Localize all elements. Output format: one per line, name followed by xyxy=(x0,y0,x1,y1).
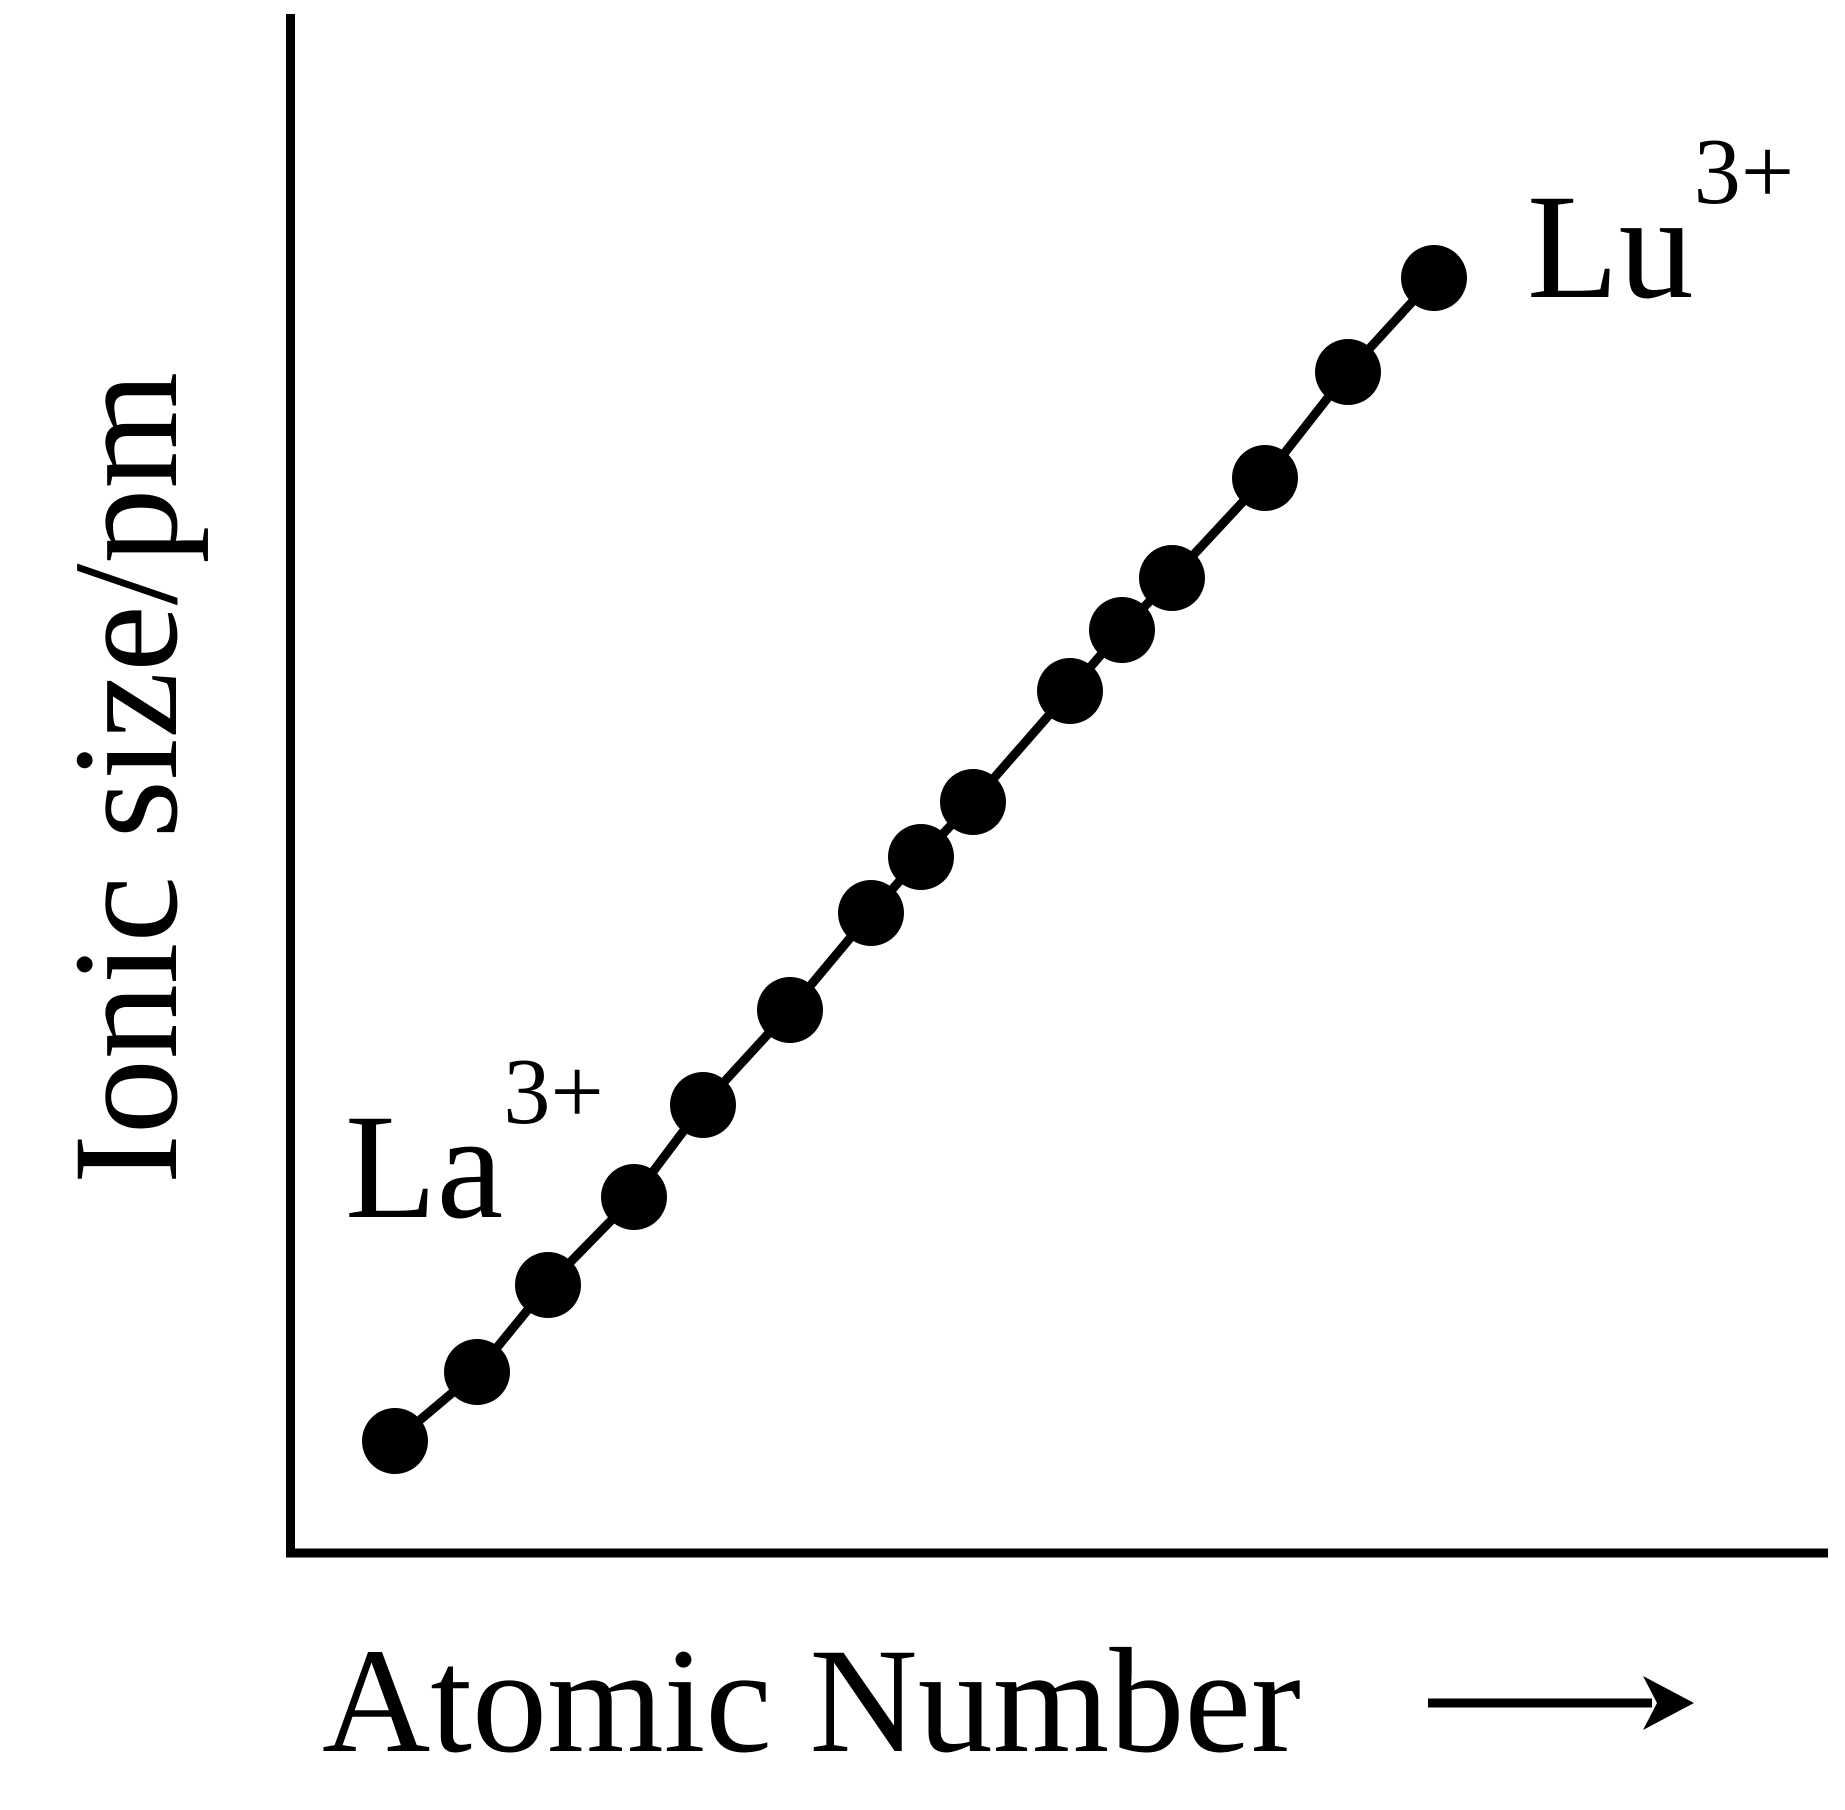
data-points xyxy=(362,245,1467,1474)
data-point-Gd xyxy=(888,824,954,890)
la-ion-annotation: La3+ xyxy=(345,1045,604,1242)
lu-ion-annotation: Lu3+ xyxy=(1527,125,1794,322)
data-point-Nd xyxy=(601,1164,667,1230)
data-point-Dy xyxy=(1037,658,1103,724)
data-point-Er xyxy=(1139,545,1205,611)
data-point-Pm xyxy=(670,1072,736,1138)
data-point-Ce xyxy=(444,1339,510,1405)
data-point-Eu xyxy=(838,880,904,946)
right-arrow-icon xyxy=(1643,1676,1694,1730)
data-point-La xyxy=(362,1408,428,1474)
data-point-Lu xyxy=(1401,245,1467,311)
y-axis-label: Ionic size/pm xyxy=(43,371,209,1185)
data-point-Pr xyxy=(515,1252,581,1318)
data-point-Tb xyxy=(940,769,1006,835)
data-point-Tm xyxy=(1232,445,1298,511)
la-ion-base: La xyxy=(345,1084,504,1250)
data-point-Ho xyxy=(1089,597,1155,663)
lu-ion-charge: 3+ xyxy=(1693,120,1795,225)
la-ion-charge: 3+ xyxy=(503,1040,604,1145)
data-point-Yb xyxy=(1315,339,1381,405)
x-axis-label: Atomic Number xyxy=(322,1618,1301,1784)
lu-ion-base: Lu xyxy=(1527,164,1694,330)
data-point-Sm xyxy=(757,977,823,1043)
